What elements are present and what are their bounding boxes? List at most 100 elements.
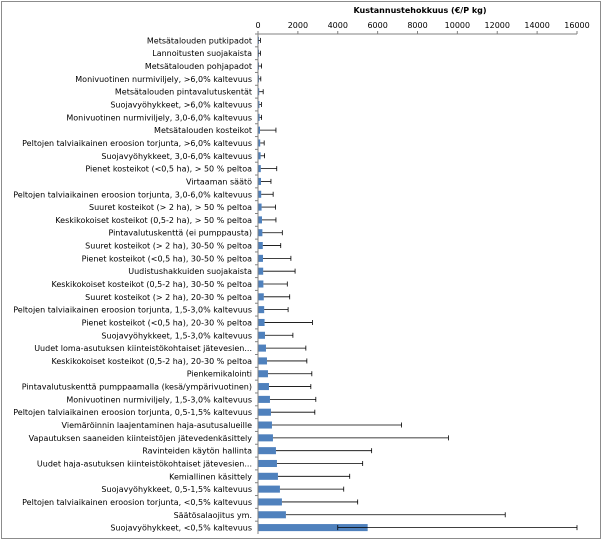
bar	[258, 190, 262, 198]
category-label: Uudet loma-asutuksen kiinteistökohtaiset…	[34, 344, 252, 353]
category-label: Pienet kosteikot (<0,5 ha), > 50 % pelto…	[85, 165, 252, 174]
x-tick-label: 0	[255, 21, 260, 30]
error-bar	[262, 255, 292, 261]
error-bar	[258, 63, 262, 69]
bar	[258, 511, 286, 519]
error-bar	[260, 178, 272, 184]
bar	[258, 524, 368, 532]
category-label: Suojavyöhykkeet, >6,0% kaltevuus	[110, 101, 252, 110]
bar	[258, 498, 282, 506]
category-label: Suuret kosteikot (> 2 ha), 20-30 % pelto…	[85, 293, 252, 302]
category-label: Keskikokoiset kosteikot (0,5-2 ha), > 50…	[55, 216, 252, 225]
bar	[258, 344, 266, 352]
error-bar	[259, 102, 262, 108]
error-bar	[259, 127, 277, 133]
bar	[258, 331, 265, 339]
x-tick-label: 14000	[524, 21, 549, 30]
error-bar	[264, 319, 313, 325]
error-bar	[281, 499, 359, 505]
bar	[258, 318, 265, 326]
bar	[258, 113, 260, 121]
bar	[258, 485, 280, 493]
bar	[258, 357, 267, 365]
error-bar	[261, 191, 274, 197]
bar	[258, 306, 265, 314]
bar	[258, 216, 262, 224]
error-bar	[267, 371, 313, 377]
error-bar	[265, 345, 307, 351]
category-label: Lannoitusten suojakaista	[152, 49, 252, 58]
bar	[258, 395, 270, 403]
bar	[258, 88, 260, 96]
error-bar	[275, 448, 373, 454]
x-tick-label: 4000	[328, 21, 348, 30]
bar	[258, 421, 272, 429]
bar	[258, 408, 271, 416]
category-label: Peltojen talviaikainen eroosion torjunta…	[13, 190, 252, 199]
bar	[258, 472, 278, 480]
error-bar	[337, 525, 578, 531]
bar	[258, 434, 273, 442]
category-label: Peltojen talviaikainen eroosion torjunta…	[22, 139, 252, 148]
error-bar	[262, 230, 283, 236]
category-label: Monivuotinen nurmiviljely, 1,5-3,0% kalt…	[66, 395, 252, 404]
bar	[258, 100, 260, 109]
x-tick-label: 10000	[445, 21, 470, 30]
category-label: Suuret kosteikot (> 2 ha), > 50 % peltoa	[89, 203, 252, 212]
error-bar	[263, 294, 291, 300]
category-label: Vapautuksen saaneiden kiinteistöjen jäte…	[29, 434, 253, 443]
error-bar	[260, 153, 265, 159]
bar	[258, 203, 262, 211]
category-label: Suojavyöhykkeet, 1,5-3,0% kaltevuus	[101, 331, 252, 340]
category-label: Metsätalouden putkipadot	[147, 36, 252, 45]
error-bar	[260, 140, 265, 146]
category-label: Pintavalutuskenttä pumppaamalla (kesä/ym…	[22, 383, 252, 392]
x-axis-label: Kustannustehokkuus (€/P kg)	[353, 6, 486, 15]
error-bar	[277, 473, 351, 479]
error-bar	[271, 422, 402, 428]
category-label: Suojavyöhykkeet, 0,5-1,5% kaltevuus	[101, 485, 252, 494]
category-label: Kemiallinen käsittely	[169, 472, 252, 481]
error-bar	[260, 166, 278, 172]
category-label: Virtaaman säätö	[186, 177, 252, 186]
category-label: Suojavyöhykkeet, <0,5% kaltevuus	[110, 524, 252, 533]
bar	[258, 447, 276, 455]
x-axis-ticks: 0 2000 4000 6000 8000 10000 12000 14000 16000	[255, 21, 590, 34]
category-label: Ravinteiden käytön hallinta	[142, 447, 252, 456]
error-bar	[258, 37, 261, 43]
error-bar	[268, 384, 312, 390]
x-tick-label: 16000	[564, 21, 589, 30]
category-label: Pienet kosteikot (<0,5 ha), 20-30 % pelt…	[82, 318, 253, 327]
category-label: Metsätalouden pintavalutuskentät	[115, 88, 252, 97]
error-bar	[258, 50, 261, 56]
category-label: Peltojen talviaikainen eroosion torjunta…	[22, 498, 252, 507]
bars-group	[258, 36, 578, 532]
category-label: Uudistushakkuiden suojakaista	[128, 267, 252, 276]
bar	[258, 370, 268, 378]
bar	[258, 177, 261, 185]
error-bar	[261, 204, 276, 210]
bar	[258, 254, 263, 262]
error-bar	[285, 512, 506, 518]
category-label: Viemäröinnin laajentaminen haja-asutusal…	[62, 421, 253, 430]
bar	[258, 293, 264, 301]
bar	[258, 165, 261, 173]
category-label: Suuret kosteikot (> 2 ha), 30-50 % pelto…	[85, 242, 252, 251]
bar	[258, 459, 277, 468]
category-label: Monivuotinen nurmiviljely, >6,0% kaltevu…	[75, 75, 252, 84]
bar	[258, 126, 260, 134]
category-label: Peltojen talviaikainen eroosion torjunta…	[13, 408, 252, 417]
category-labels: Metsätalouden putkipadot Lannoitusten suo…	[13, 33, 258, 533]
error-bar	[258, 76, 262, 82]
bar	[258, 229, 263, 237]
error-bar	[269, 396, 317, 402]
bar	[258, 242, 263, 250]
error-bar	[266, 358, 308, 364]
category-label: Suojavyöhykkeet, 3,0-6,0% kaltevuus	[101, 152, 252, 161]
x-tick-label: 8000	[407, 21, 427, 30]
bar	[258, 152, 261, 160]
error-bar	[270, 409, 316, 415]
x-tick-label: 6000	[367, 21, 387, 30]
